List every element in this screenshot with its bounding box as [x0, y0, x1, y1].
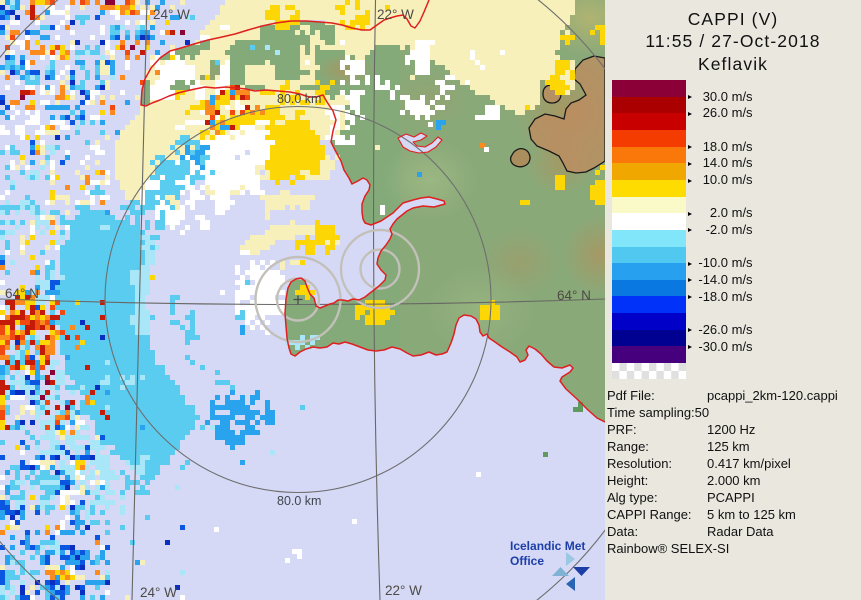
svg-text:64° N: 64° N	[5, 286, 39, 301]
svg-text:Office: Office	[510, 554, 544, 568]
svg-text:80.0 km: 80.0 km	[277, 92, 321, 106]
svg-text:64° N: 64° N	[557, 288, 591, 303]
svg-text:80.0 km: 80.0 km	[277, 494, 321, 508]
svg-text:Icelandic Met: Icelandic Met	[510, 539, 585, 553]
svg-text:22° W: 22° W	[377, 7, 414, 22]
svg-text:22° W: 22° W	[385, 583, 422, 598]
svg-text:24° W: 24° W	[153, 7, 190, 22]
svg-text:24° W: 24° W	[140, 585, 177, 600]
